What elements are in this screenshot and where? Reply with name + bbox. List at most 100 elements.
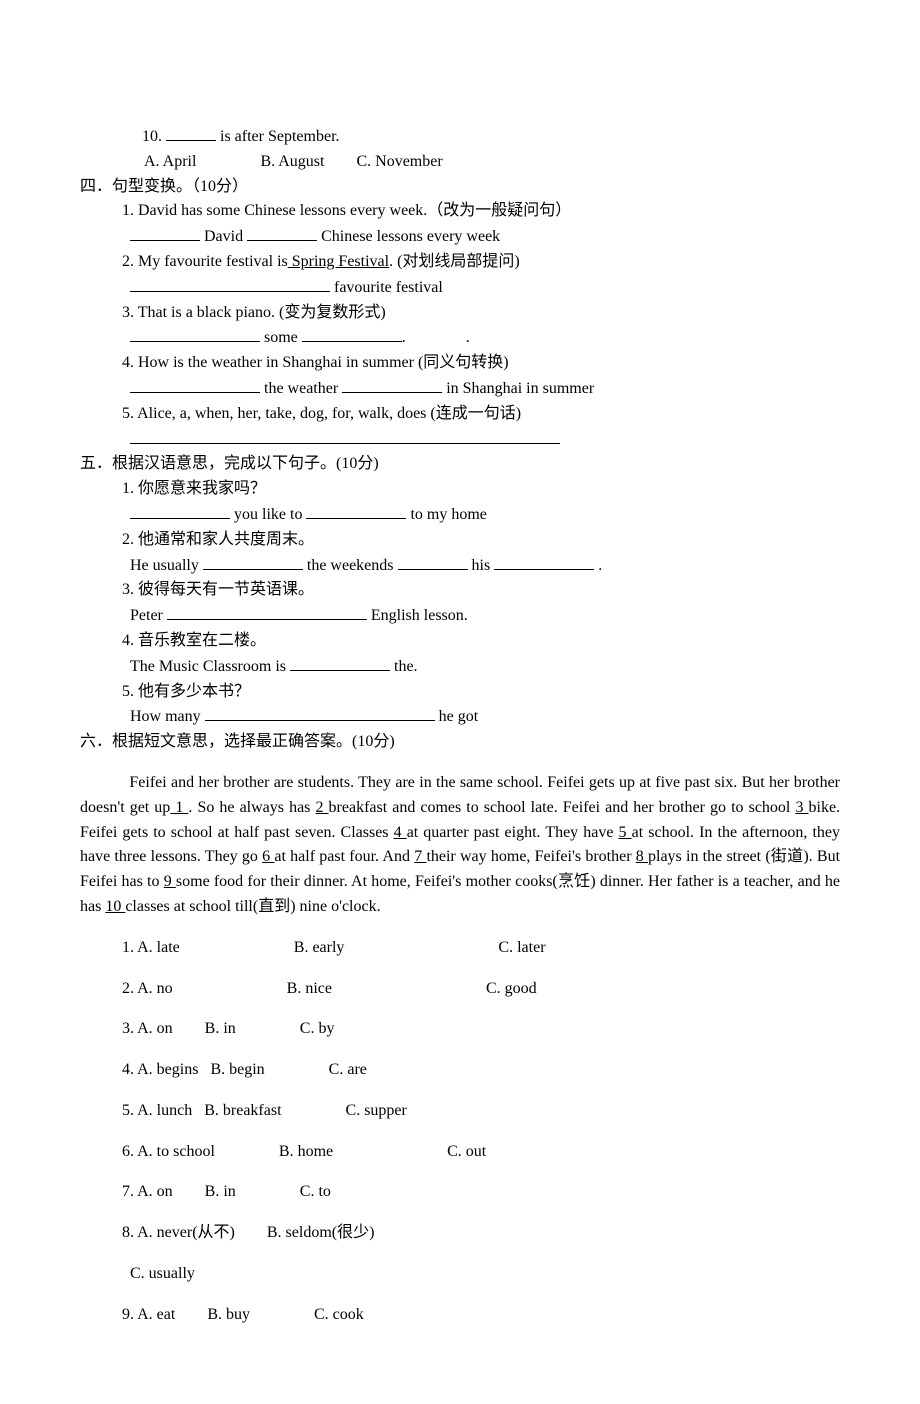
sec4-q4-line1: 4. How is the weather in Shanghai in sum… — [80, 351, 840, 376]
opt-2b[interactable]: B. nice — [287, 980, 332, 997]
opt-4a[interactable]: 4. A. begins — [122, 1061, 198, 1078]
opt-3a[interactable]: 3. A. on — [122, 1020, 173, 1037]
sec5-q3-blank[interactable] — [167, 603, 367, 620]
opt-8b[interactable]: B. seldom(很少) — [267, 1224, 375, 1241]
opt-8a[interactable]: 8. A. never(从不) — [122, 1224, 235, 1241]
sec4-q2-blank[interactable] — [130, 275, 330, 292]
sec4-q1-mid2: Chinese lessons every week — [321, 228, 500, 245]
sec4-q4-line2: the weather in Shanghai in summer — [80, 376, 840, 402]
sec5-q2-d: . — [598, 557, 602, 574]
q10-blank[interactable] — [166, 124, 216, 141]
sec4-q3-dot1: . — [402, 329, 406, 346]
sec5-q4-blank[interactable] — [290, 654, 390, 671]
opt-9b[interactable]: B. buy — [207, 1306, 250, 1323]
opt-3c[interactable]: C. by — [300, 1020, 335, 1037]
q10-opt-a[interactable]: A. April — [144, 153, 196, 170]
q10-line: 10. is after September. — [80, 124, 840, 150]
sec4-q3-dot2: . — [466, 329, 470, 346]
sec5-q3-en: Peter English lesson. — [80, 603, 840, 629]
sec5-q2-b: the weekends — [307, 557, 394, 574]
cloze-6[interactable]: 6 — [262, 848, 274, 865]
p11: classes at school till(直到) nine o'clock. — [125, 898, 380, 915]
sec4-q1-line1: 1. David has some Chinese lessons every … — [80, 199, 840, 224]
sec5-q4-b: the. — [394, 658, 418, 675]
p5: at quarter past eight. They have — [407, 824, 614, 841]
sec4-q2-underlined: Spring Festival — [288, 253, 389, 270]
sec5-q3-a: Peter — [130, 607, 163, 624]
sec4-q2-line1: 2. My favourite festival is Spring Festi… — [80, 250, 840, 275]
cloze-1[interactable]: 1 — [170, 799, 188, 816]
opt-9a[interactable]: 9. A. eat — [122, 1306, 175, 1323]
sec5-q4-a: The Music Classroom is — [130, 658, 286, 675]
opt-9: 9. A. eat B. buy C. cook — [80, 1303, 840, 1328]
opt-6: 6. A. to school B. home C. out — [80, 1140, 840, 1165]
q10-opt-c[interactable]: C. November — [356, 153, 442, 170]
opt-1: 1. A. late B. early C. later — [80, 936, 840, 961]
sec5-q5-b: he got — [439, 708, 479, 725]
opt-5b[interactable]: B. breakfast — [204, 1102, 281, 1119]
q10-after: is after September. — [220, 128, 340, 145]
sec4-q2-hint: . (对划线局部提问) — [389, 253, 520, 270]
sec4-q5-blank[interactable] — [130, 427, 560, 444]
sec4-q1-blank1[interactable] — [130, 224, 200, 241]
q10-opt-b[interactable]: B. August — [260, 153, 324, 170]
cloze-4[interactable]: 4 — [394, 824, 407, 841]
sec4-q4-tail: in Shanghai in summer — [446, 380, 594, 397]
cloze-5[interactable]: 5 — [619, 824, 632, 841]
sec5-q5-en: How many he got — [80, 704, 840, 730]
sec5-q3-zh: 3. 彼得每天有一节英语课。 — [80, 578, 840, 603]
cloze-2[interactable]: 2 — [315, 799, 328, 816]
sec4-q4-blank2[interactable] — [342, 376, 442, 393]
sec4-q3-blank1[interactable] — [130, 325, 260, 342]
sec4-q4-mid: the weather — [264, 380, 338, 397]
sec5-q2-a: He usually — [130, 557, 199, 574]
cloze-10[interactable]: 10 — [105, 898, 125, 915]
sec5-q2-c: his — [472, 557, 491, 574]
sec5-q1-en: you like to to my home — [80, 502, 840, 528]
sec5-q2-blank2[interactable] — [398, 553, 468, 570]
sec5-q2-blank1[interactable] — [203, 553, 303, 570]
opt-6c[interactable]: C. out — [447, 1143, 486, 1160]
cloze-8[interactable]: 8 — [636, 848, 648, 865]
opt-3b[interactable]: B. in — [205, 1020, 236, 1037]
cloze-9[interactable]: 9 — [164, 873, 176, 890]
sec4-q2-tail: favourite festival — [334, 279, 443, 296]
opt-7a[interactable]: 7. A. on — [122, 1183, 173, 1200]
opt-8: 8. A. never(从不) B. seldom(很少) — [80, 1221, 840, 1246]
cloze-3[interactable]: 3 — [795, 799, 808, 816]
sec4-q5-line2 — [80, 427, 840, 453]
sec5-q1-blank2[interactable] — [306, 502, 406, 519]
sec4-q1-blank2[interactable] — [247, 224, 317, 241]
opt-8c-row: C. usually — [80, 1262, 840, 1287]
sec6-passage: Feifei and her brother are students. The… — [80, 771, 840, 920]
sec5-q2-blank3[interactable] — [494, 553, 594, 570]
opt-4b[interactable]: B. begin — [210, 1061, 264, 1078]
sec4-q1-text: 1. David has some Chinese lessons every … — [122, 202, 427, 219]
opt-8c[interactable]: C. usually — [130, 1265, 195, 1282]
sec4-q5-line1: 5. Alice, a, when, her, take, dog, for, … — [80, 402, 840, 427]
opt-6a[interactable]: 6. A. to school — [122, 1143, 215, 1160]
sec4-q3-mid: some — [264, 329, 298, 346]
opt-2a[interactable]: 2. A. no — [122, 980, 173, 997]
sec5-q4-zh: 4. 音乐教室在二楼。 — [80, 629, 840, 654]
opt-1b[interactable]: B. early — [294, 939, 345, 956]
sec4-q3-blank2[interactable] — [302, 325, 402, 342]
cloze-7[interactable]: 7 — [414, 848, 426, 865]
p3: breakfast and comes to school late. Feif… — [329, 799, 791, 816]
sec5-q1-blank1[interactable] — [130, 502, 230, 519]
sec4-q1-hint: （改为一般疑问句） — [427, 202, 571, 219]
p7: at half past four. And — [274, 848, 410, 865]
opt-6b[interactable]: B. home — [279, 1143, 333, 1160]
opt-9c[interactable]: C. cook — [314, 1306, 364, 1323]
opt-7b[interactable]: B. in — [205, 1183, 236, 1200]
opt-5a[interactable]: 5. A. lunch — [122, 1102, 192, 1119]
opt-4c[interactable]: C. are — [329, 1061, 367, 1078]
opt-1a[interactable]: 1. A. late — [122, 939, 180, 956]
sec6-title: 六．根据短文意思，选择最正确答案。(10分) — [80, 730, 840, 755]
opt-2c[interactable]: C. good — [486, 980, 537, 997]
sec4-q4-blank1[interactable] — [130, 376, 260, 393]
opt-5c[interactable]: C. supper — [346, 1102, 407, 1119]
sec5-q5-blank[interactable] — [205, 704, 435, 721]
opt-1c[interactable]: C. later — [498, 939, 545, 956]
opt-7c[interactable]: C. to — [300, 1183, 331, 1200]
